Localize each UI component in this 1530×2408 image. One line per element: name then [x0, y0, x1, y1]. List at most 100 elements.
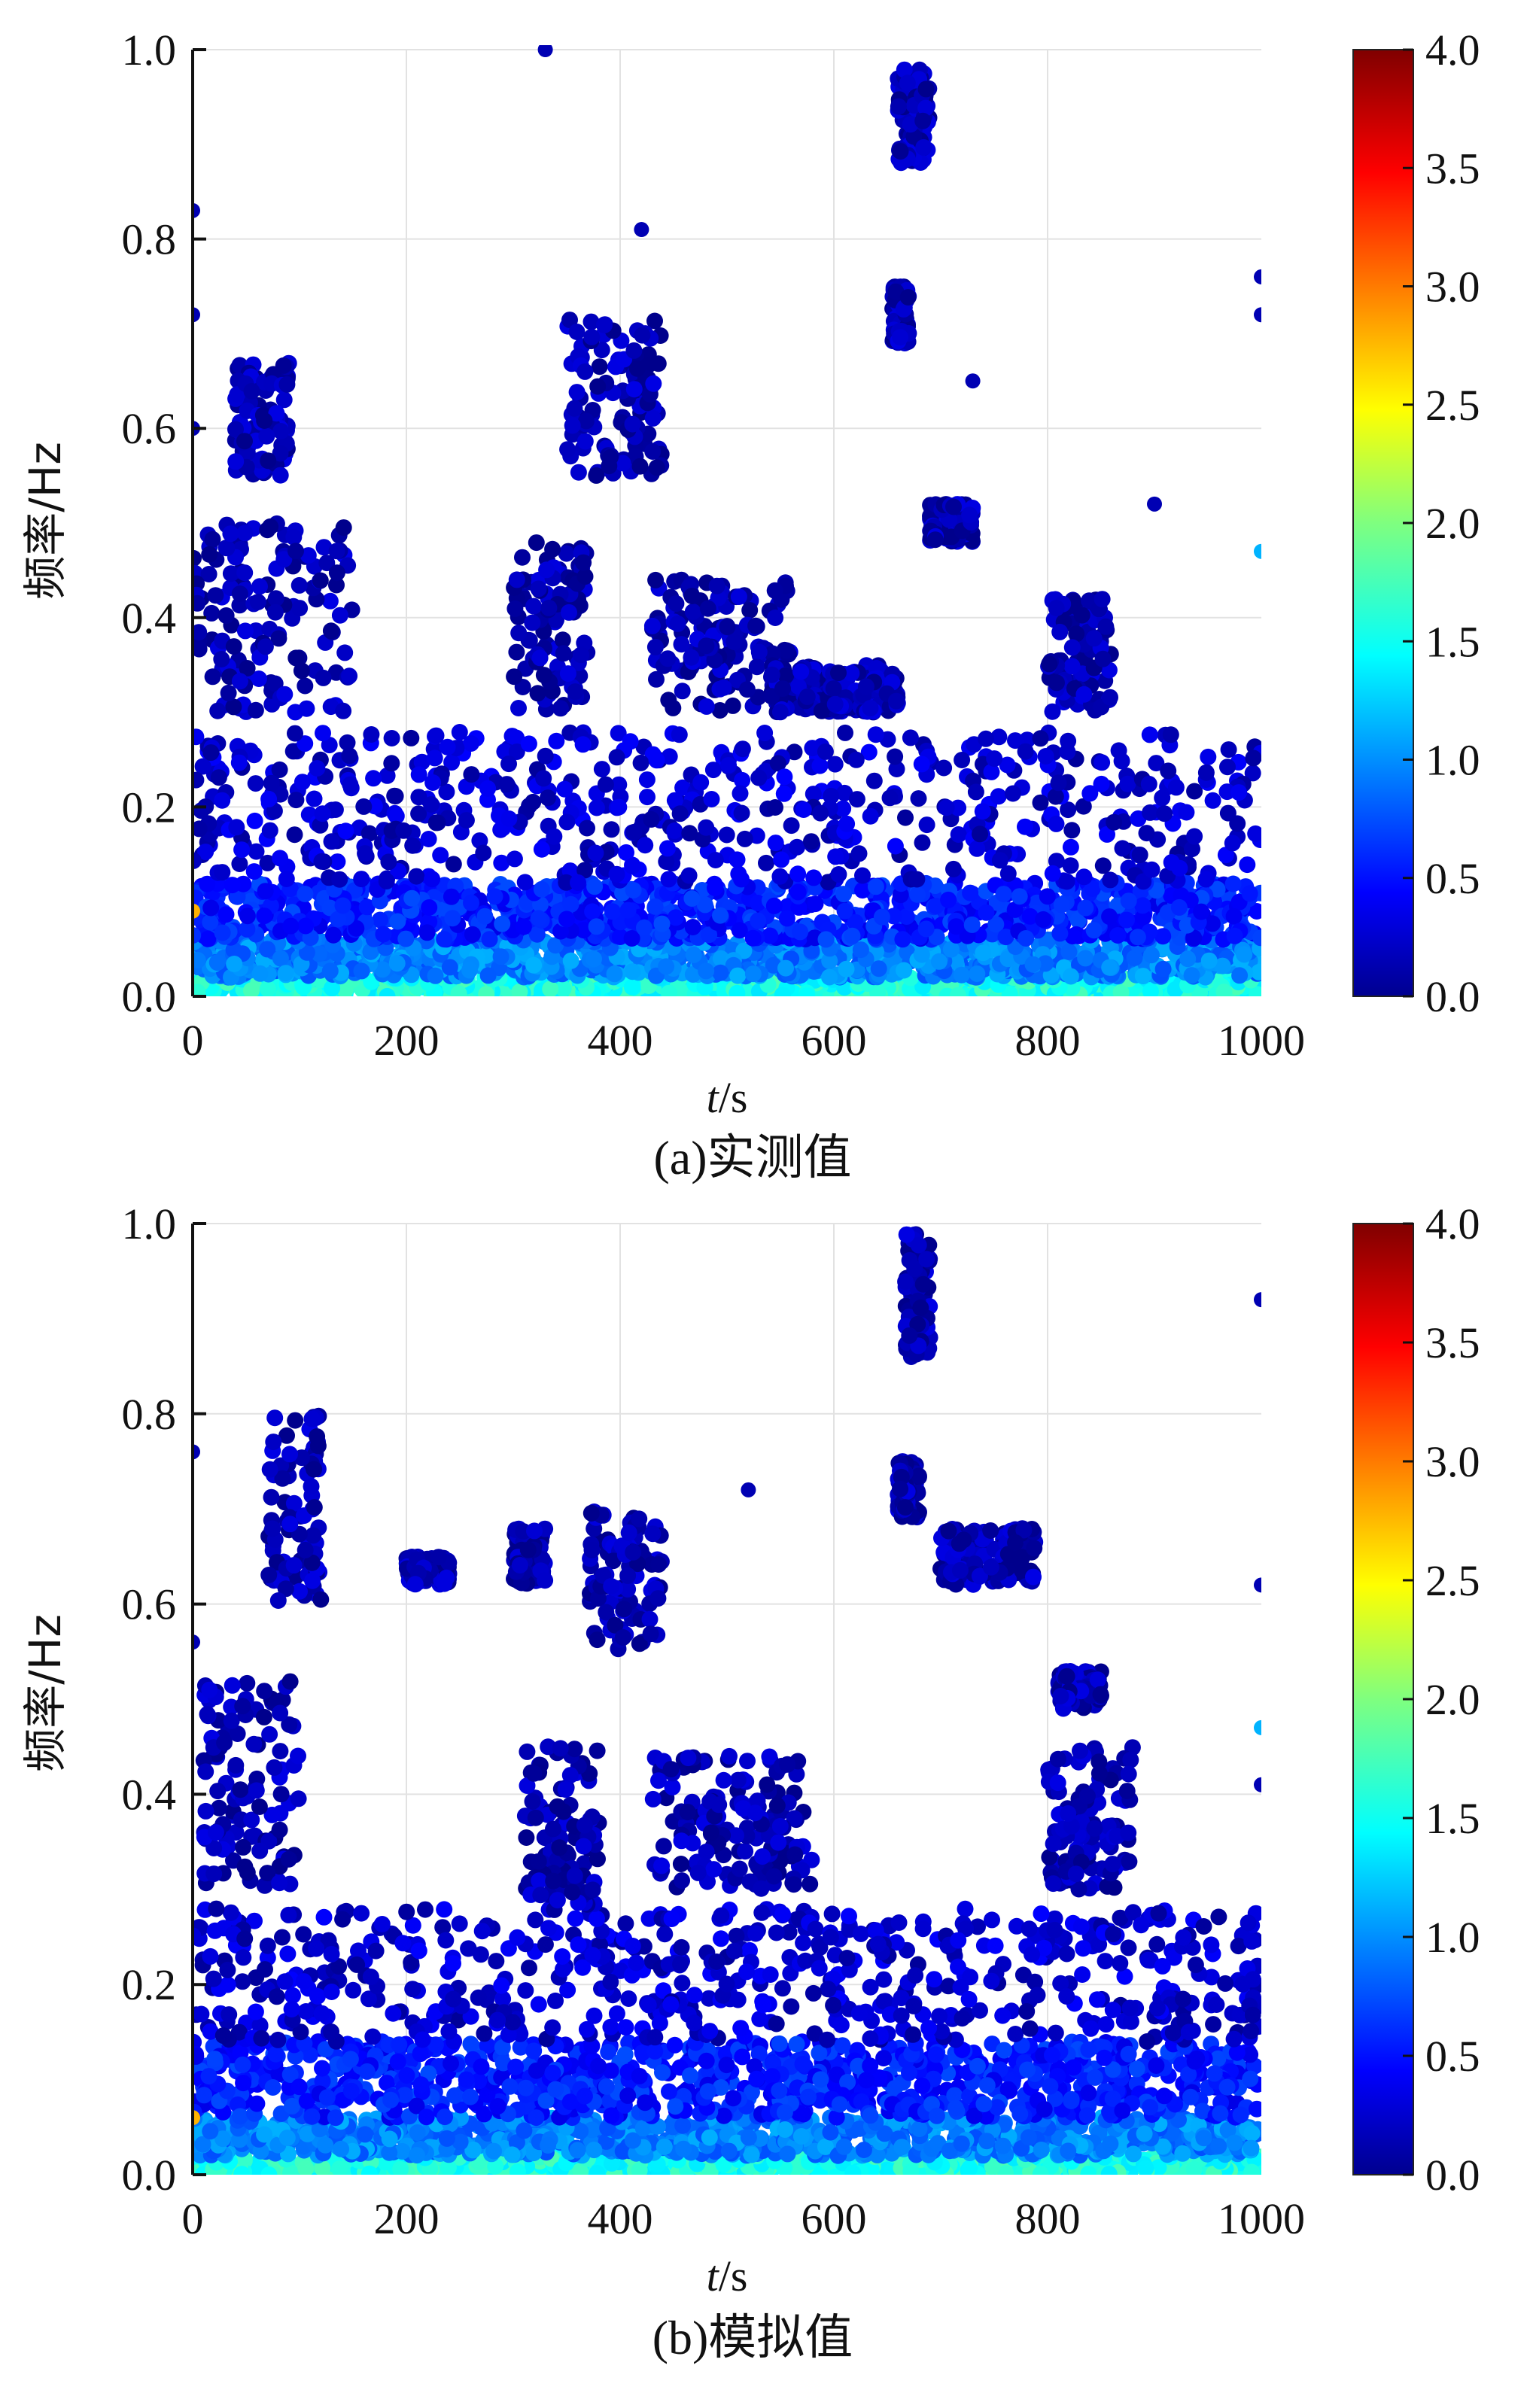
- scatter-point: [776, 768, 793, 786]
- scatter-point: [645, 375, 662, 392]
- scatter-point: [730, 865, 747, 883]
- scatter-point: [1024, 956, 1042, 973]
- scatter-point: [644, 443, 662, 460]
- scatter-point: [774, 987, 791, 996]
- scatter-point: [763, 666, 780, 683]
- scatter-point: [604, 903, 621, 920]
- scatter-point: [950, 826, 967, 843]
- scatter-point: [926, 531, 944, 549]
- scatter-point: [589, 378, 607, 395]
- scatter-point: [287, 725, 303, 742]
- scatter-point: [758, 854, 774, 871]
- scatter-point: [812, 804, 829, 822]
- scatter-point: [530, 910, 547, 927]
- scatter-point: [767, 835, 784, 852]
- scatter-point: [660, 871, 677, 888]
- scatter-point: [262, 518, 279, 535]
- scatter-point: [245, 863, 263, 880]
- scatter-point: [684, 965, 701, 983]
- scatter-point: [622, 733, 639, 750]
- scatter-point: [767, 799, 783, 816]
- scatter-point: [948, 918, 965, 935]
- scatter-point: [1062, 968, 1079, 985]
- scatter-point: [576, 363, 594, 380]
- scatter-point: [896, 962, 913, 979]
- scatter-point: [341, 667, 358, 685]
- scatter-point: [649, 355, 667, 372]
- scatter-point: [1077, 950, 1094, 967]
- scatter-point: [867, 878, 884, 895]
- scatter-point: [683, 588, 701, 604]
- scatter-point: [837, 724, 853, 741]
- scatter-point: [596, 317, 613, 333]
- scatter-point: [441, 959, 458, 976]
- scatter-point: [1214, 957, 1231, 974]
- scatter-point: [510, 625, 528, 642]
- scatter-point: [838, 960, 855, 977]
- scatter-point: [1048, 600, 1065, 616]
- scatter-point: [1142, 983, 1159, 996]
- scatter-point: [397, 930, 415, 947]
- x-tick-label-a: 0: [182, 1016, 204, 1065]
- scatter-point: [506, 668, 523, 686]
- scatter-point: [423, 796, 440, 813]
- scatter-point: [771, 704, 789, 721]
- scatter-point: [892, 143, 909, 160]
- scatter-point: [1037, 955, 1054, 972]
- scatter-point: [309, 760, 326, 777]
- scatter-point: [225, 638, 242, 655]
- scatter-point: [542, 981, 559, 996]
- scatter-point: [214, 792, 231, 809]
- scatter-point: [204, 668, 221, 686]
- scatter-point: [424, 871, 441, 888]
- scatter-point: [854, 867, 871, 884]
- scatter-point: [260, 452, 277, 470]
- scatter-point: [272, 423, 290, 439]
- scatter-point: [728, 984, 746, 996]
- scatter-point: [537, 45, 553, 57]
- scatter-point: [576, 433, 594, 450]
- scatter-point: [511, 984, 528, 996]
- scatter-point: [408, 868, 425, 885]
- scatter-point: [193, 984, 206, 996]
- scatter-point: [576, 568, 594, 585]
- scatter-point: [208, 954, 226, 971]
- scatter-point: [744, 965, 762, 983]
- scatter-point: [978, 904, 995, 921]
- scatter-point: [591, 358, 608, 375]
- scatter-point: [899, 74, 916, 92]
- scatter-point: [887, 748, 904, 765]
- scatter-point: [698, 819, 715, 836]
- scatter-point: [712, 964, 729, 981]
- scatter-point: [683, 890, 701, 907]
- scatter-point: [1035, 911, 1052, 928]
- scatter-point: [383, 755, 400, 772]
- scatter-point: [1231, 967, 1249, 984]
- scatter-point: [222, 525, 239, 543]
- scatter-point: [1094, 754, 1111, 771]
- scatter-point: [1220, 741, 1237, 759]
- scatter-point: [732, 785, 749, 802]
- scatter-point: [217, 607, 235, 624]
- y-tick-label-a: 0.2: [122, 783, 177, 832]
- scatter-point: [261, 822, 278, 839]
- scatter-point: [418, 924, 436, 941]
- scatter-point: [1048, 674, 1065, 692]
- scatter-point: [826, 695, 844, 713]
- scatter-point: [821, 952, 838, 969]
- scatter-point: [1219, 759, 1236, 776]
- scatter-point: [1251, 963, 1261, 981]
- scatter-point: [555, 645, 572, 662]
- scatter-point: [584, 903, 601, 920]
- scatter-point: [750, 769, 768, 786]
- scatter-point: [312, 572, 329, 589]
- scatter-point: [862, 700, 879, 717]
- scatter-point: [272, 950, 289, 967]
- scatter-point: [1063, 822, 1081, 839]
- scatter-point: [1094, 857, 1112, 874]
- y-tick-label-a: 0.6: [122, 404, 177, 453]
- scatter-point: [660, 692, 677, 709]
- scatter-point: [890, 98, 907, 115]
- scatter-point: [680, 867, 698, 884]
- scatter-point: [1224, 875, 1242, 892]
